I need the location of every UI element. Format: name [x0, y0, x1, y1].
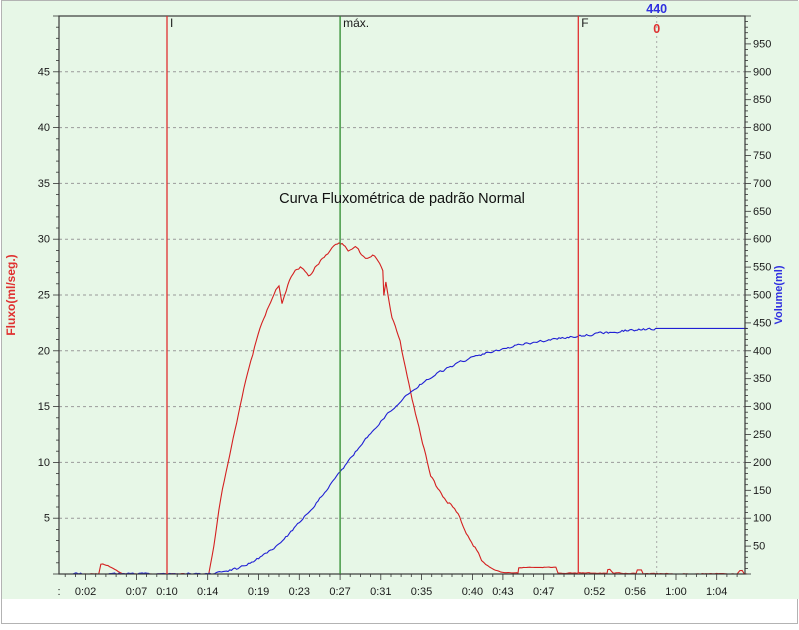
svg-text:150: 150 — [753, 485, 771, 497]
svg-text:300: 300 — [753, 401, 771, 413]
svg-text:50: 50 — [753, 541, 765, 553]
svg-text:500: 500 — [753, 290, 771, 302]
svg-text:25: 25 — [38, 290, 50, 302]
svg-text:400: 400 — [753, 345, 771, 357]
svg-text:F: F — [581, 16, 588, 30]
svg-text:5: 5 — [44, 513, 50, 525]
svg-text:0:40: 0:40 — [462, 586, 483, 598]
svg-text:900: 900 — [753, 66, 771, 78]
svg-text:máx.: máx. — [343, 16, 369, 30]
svg-text:I: I — [170, 16, 173, 30]
svg-text:0:35: 0:35 — [411, 586, 432, 598]
svg-text:30: 30 — [38, 234, 50, 246]
svg-text:Volume(ml): Volume(ml) — [773, 265, 785, 324]
svg-text:700: 700 — [753, 178, 771, 190]
svg-text:10: 10 — [38, 457, 50, 469]
svg-text:45: 45 — [38, 66, 50, 78]
svg-text:0:19: 0:19 — [248, 586, 269, 598]
svg-text:0:14: 0:14 — [197, 586, 218, 598]
svg-text:450: 450 — [753, 317, 771, 329]
svg-text:440: 440 — [646, 2, 667, 16]
svg-text:0:23: 0:23 — [289, 586, 310, 598]
svg-text:1:00: 1:00 — [665, 586, 686, 598]
svg-text:0:02: 0:02 — [75, 586, 96, 598]
svg-text:200: 200 — [753, 457, 771, 469]
svg-text:0:07: 0:07 — [126, 586, 147, 598]
svg-text:Curva Fluxométrica de padrão N: Curva Fluxométrica de padrão Normal — [279, 191, 525, 207]
svg-text:0:10: 0:10 — [156, 586, 177, 598]
svg-text:15: 15 — [38, 401, 50, 413]
svg-text:0:52: 0:52 — [584, 586, 605, 598]
svg-text:750: 750 — [753, 150, 771, 162]
svg-text:550: 550 — [753, 262, 771, 274]
svg-text:0:43: 0:43 — [492, 586, 513, 598]
svg-text:950: 950 — [753, 38, 771, 50]
svg-text:100: 100 — [753, 513, 771, 525]
svg-text:0:47: 0:47 — [533, 586, 554, 598]
svg-text:0:27: 0:27 — [329, 586, 350, 598]
svg-text:650: 650 — [753, 206, 771, 218]
svg-text:250: 250 — [753, 429, 771, 441]
svg-text:850: 850 — [753, 94, 771, 106]
svg-text:20: 20 — [38, 345, 50, 357]
svg-text:Fluxo(ml/seg.): Fluxo(ml/seg.) — [4, 254, 18, 335]
svg-text:0:31: 0:31 — [370, 586, 391, 598]
svg-text:800: 800 — [753, 122, 771, 134]
svg-text:35: 35 — [38, 178, 50, 190]
svg-text:40: 40 — [38, 122, 50, 134]
svg-text:350: 350 — [753, 373, 771, 385]
svg-text:0:56: 0:56 — [625, 586, 646, 598]
svg-text::: : — [57, 586, 60, 598]
svg-text:0: 0 — [653, 22, 660, 36]
svg-text:600: 600 — [753, 234, 771, 246]
svg-text:1:04: 1:04 — [706, 586, 727, 598]
